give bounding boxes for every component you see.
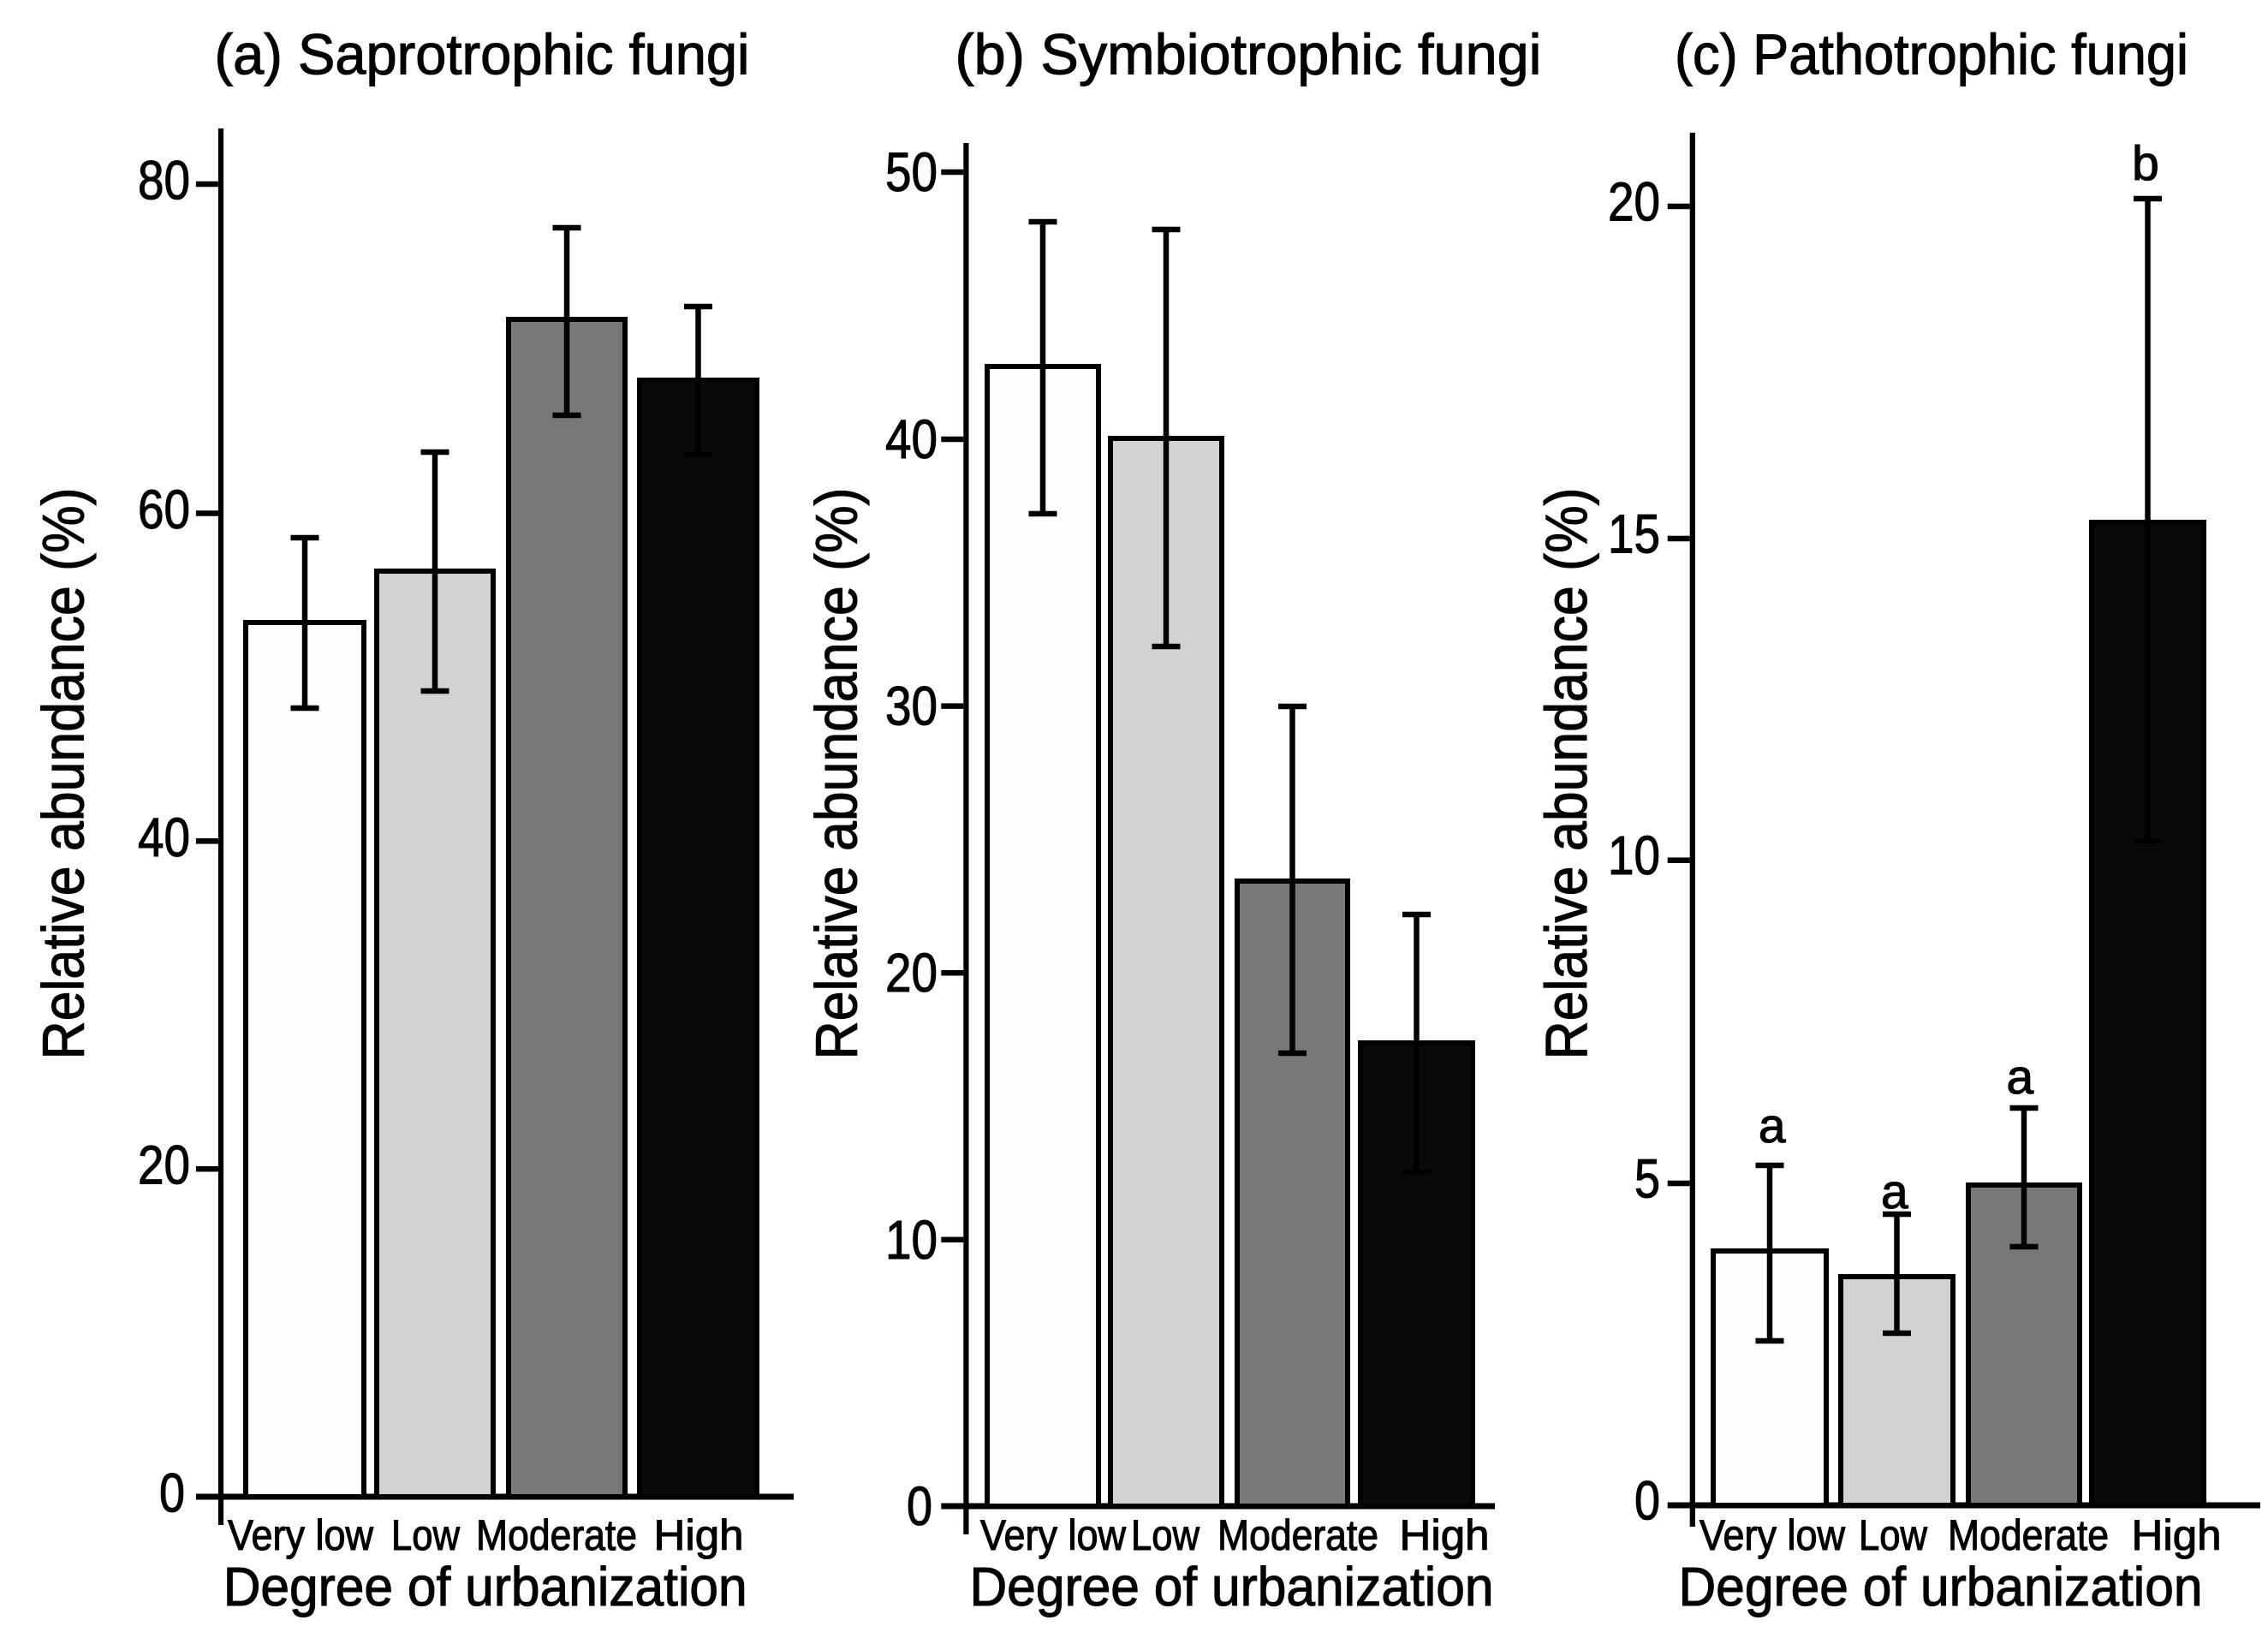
svg-text:0: 0 (1634, 1469, 1660, 1531)
svg-text:15: 15 (1608, 503, 1660, 564)
svg-text:Low: Low (1859, 1511, 1928, 1559)
svg-text:60: 60 (138, 479, 190, 540)
svg-text:(a) Saprotrophic fungi: (a) Saprotrophic fungi (215, 23, 750, 87)
svg-text:10: 10 (1608, 825, 1660, 886)
svg-text:20: 20 (138, 1135, 190, 1196)
svg-text:80: 80 (138, 150, 190, 211)
svg-text:a: a (1881, 1164, 1908, 1219)
svg-text:Relative abundance (%): Relative abundance (%) (1533, 488, 1599, 1060)
svg-text:30: 30 (885, 676, 938, 737)
svg-text:10: 10 (885, 1209, 938, 1271)
svg-text:20: 20 (885, 942, 938, 1004)
svg-text:50: 50 (885, 141, 938, 203)
svg-text:a: a (1759, 1099, 1786, 1153)
svg-text:(c) Pathotrophic fungi: (c) Pathotrophic fungi (1675, 23, 2188, 87)
svg-text:Very low: Very low (980, 1511, 1127, 1559)
svg-text:Degree of urbanization: Degree of urbanization (1679, 1556, 2203, 1617)
svg-text:Degree of urbanization: Degree of urbanization (970, 1556, 1494, 1617)
svg-text:Very low: Very low (1700, 1511, 1846, 1559)
svg-text:Moderate: Moderate (1948, 1511, 2109, 1559)
svg-text:Moderate: Moderate (476, 1511, 637, 1559)
svg-text:(b) Symbiotrophic fungi: (b) Symbiotrophic fungi (955, 23, 1542, 87)
svg-text:Moderate: Moderate (1217, 1511, 1378, 1559)
svg-text:a: a (2006, 1050, 2033, 1105)
svg-text:40: 40 (138, 807, 190, 868)
svg-text:Relative abundance (%): Relative abundance (%) (804, 488, 870, 1060)
svg-text:Low: Low (391, 1511, 461, 1559)
svg-text:40: 40 (885, 408, 938, 470)
svg-text:High: High (654, 1511, 744, 1559)
svg-text:0: 0 (159, 1462, 185, 1524)
svg-text:Very low: Very low (228, 1511, 374, 1559)
svg-text:5: 5 (1634, 1147, 1660, 1209)
svg-text:20: 20 (1608, 170, 1660, 232)
svg-text:High: High (1400, 1511, 1490, 1559)
svg-text:Degree of urbanization: Degree of urbanization (223, 1556, 747, 1617)
svg-text:High: High (2132, 1511, 2222, 1559)
svg-text:Relative abundance (%): Relative abundance (%) (30, 488, 96, 1060)
svg-text:b: b (2132, 136, 2159, 191)
svg-text:0: 0 (907, 1475, 932, 1537)
svg-text:Low: Low (1131, 1511, 1200, 1559)
